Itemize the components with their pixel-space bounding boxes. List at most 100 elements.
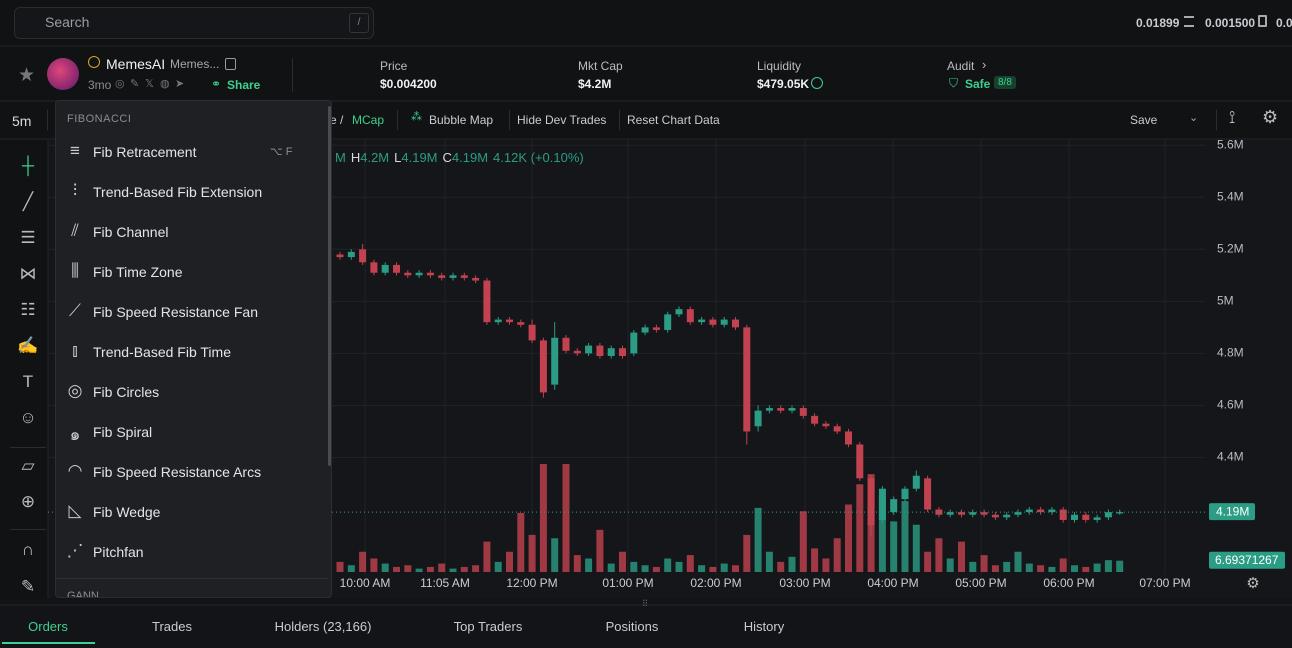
volume-bar [641,565,649,572]
drawing-tool[interactable]: ∩ [21,540,35,559]
favorite-star[interactable]: ★ [18,65,36,86]
audit-label[interactable]: Audit [947,59,975,73]
resize-handle[interactable]: ⠿ [642,598,649,608]
volume-bar [1037,565,1045,572]
menu-item[interactable]: Fib Spiral [93,424,153,440]
tab[interactable]: Orders [28,619,68,634]
mode-prefix[interactable]: e / [330,113,344,127]
candle-body [449,275,457,278]
menu-item[interactable]: Fib Speed Resistance Arcs [93,464,262,480]
volume-bar [1116,560,1124,572]
scrollbar [328,106,331,466]
legend-key: L [394,150,401,165]
menu-item[interactable]: Pitchfan [93,544,144,560]
tab[interactable]: Top Traders [453,619,523,634]
divider [1216,110,1217,130]
y-tick-label: 5.4M [1217,189,1244,203]
drawing-tool[interactable]: ☷ [20,300,36,319]
candle-body [980,512,988,515]
menu-item[interactable]: Fib Retracement [93,144,197,160]
candle-body [359,249,367,263]
drawing-tool[interactable]: ▱ [21,456,35,475]
tab[interactable]: History [743,619,785,634]
candle-body [415,272,423,276]
stat-value: $0.004200 [380,77,437,91]
settings-icon[interactable]: ⚙ [1262,107,1279,127]
candle-body [969,512,977,515]
social-link[interactable]: 𝕏 [145,78,154,90]
candle-body [460,275,468,278]
mode[interactable]: MCap [352,113,385,127]
volume-bar [381,563,389,572]
social-link[interactable]: ◍ [160,78,170,90]
balance-icon [1184,16,1194,27]
drawing-tool[interactable]: T [22,372,34,391]
drawing-tool[interactable]: ✍ [17,336,39,355]
balance-icon [1258,15,1267,27]
menu-item[interactable]: Fib Speed Resistance Fan [93,304,258,320]
menu-icon: ◎ [67,381,83,400]
divider [47,110,48,130]
menu-item[interactable]: Trend-Based Fib Extension [93,184,263,200]
tab[interactable]: Trades [152,619,192,634]
menu-item[interactable]: Fib Channel [93,224,169,240]
volume-bar [619,551,626,572]
tab[interactable]: Holders (23,166) [274,619,372,634]
menu-item[interactable]: Fib Wedge [93,504,161,520]
candle-body [890,499,898,513]
volume-bar [562,464,570,572]
menu-item[interactable]: Trend-Based Fib Time [93,344,231,360]
menu-item[interactable]: Fib Circles [93,384,160,400]
drawing-tool[interactable]: ⋈ [19,264,37,283]
interval[interactable]: 5m [12,113,32,129]
social-link[interactable]: ✎ [130,78,140,90]
stat-value: $4.2M [578,77,612,91]
drawing-tool[interactable]: ☺ [19,408,37,427]
social-link[interactable]: ◎ [115,78,125,90]
indicator-icon[interactable]: ⟟ [1229,108,1236,127]
drawing-tool[interactable]: ╱ [22,192,34,211]
y-tick-label: 4.4M [1217,450,1244,464]
x-tick-label: 05:00 PM [955,576,1006,590]
volume-bar [720,563,728,572]
x-tick-label: 06:00 PM [1043,576,1094,590]
save-button[interactable]: Save [1130,113,1158,127]
tab-indicator [2,642,95,644]
volume-bar [686,555,694,572]
tab[interactable]: Positions [605,619,659,634]
social-link[interactable]: ➤ [175,78,185,90]
share-button[interactable]: Share [227,78,261,92]
volume-bar [359,551,367,572]
menu-icon: ⫾ [72,341,78,360]
divider [10,529,46,530]
menu-item[interactable]: Fib Time Zone [93,264,183,280]
candle-body [1014,512,1022,515]
toolbar-button[interactable]: Reset Chart Data [627,113,720,127]
drawing-tool[interactable]: ✎ [20,577,36,596]
volume-bar [630,561,638,572]
drawing-tool[interactable]: ┼ [21,156,35,175]
volume-bar [404,565,412,572]
toolbar-button[interactable]: Hide Dev Trades [517,113,607,127]
candle-body [698,319,706,323]
volume-bar [528,534,536,572]
x-tick-label: 07:00 PM [1139,576,1190,590]
candle-body [958,512,965,515]
volume-bar [336,561,344,572]
candle-body [1093,517,1101,520]
menu-icon: ≡ [70,141,80,160]
candle-body [765,408,773,411]
settings-icon[interactable]: ⚙ [1246,575,1259,592]
menu-icon: ๑ [69,425,81,444]
candle-body [539,340,547,393]
candle-body [426,272,434,276]
menu-icon: ⫶ [72,181,78,200]
chevron: › [982,57,987,72]
search-box[interactable] [14,7,374,39]
drawing-tool[interactable]: ☰ [20,228,36,247]
drawing-tool[interactable]: ⊕ [20,492,36,511]
toolbar-button[interactable]: Bubble Map [429,113,494,127]
stat-label: Price [380,59,408,73]
volume-bar [799,511,807,572]
